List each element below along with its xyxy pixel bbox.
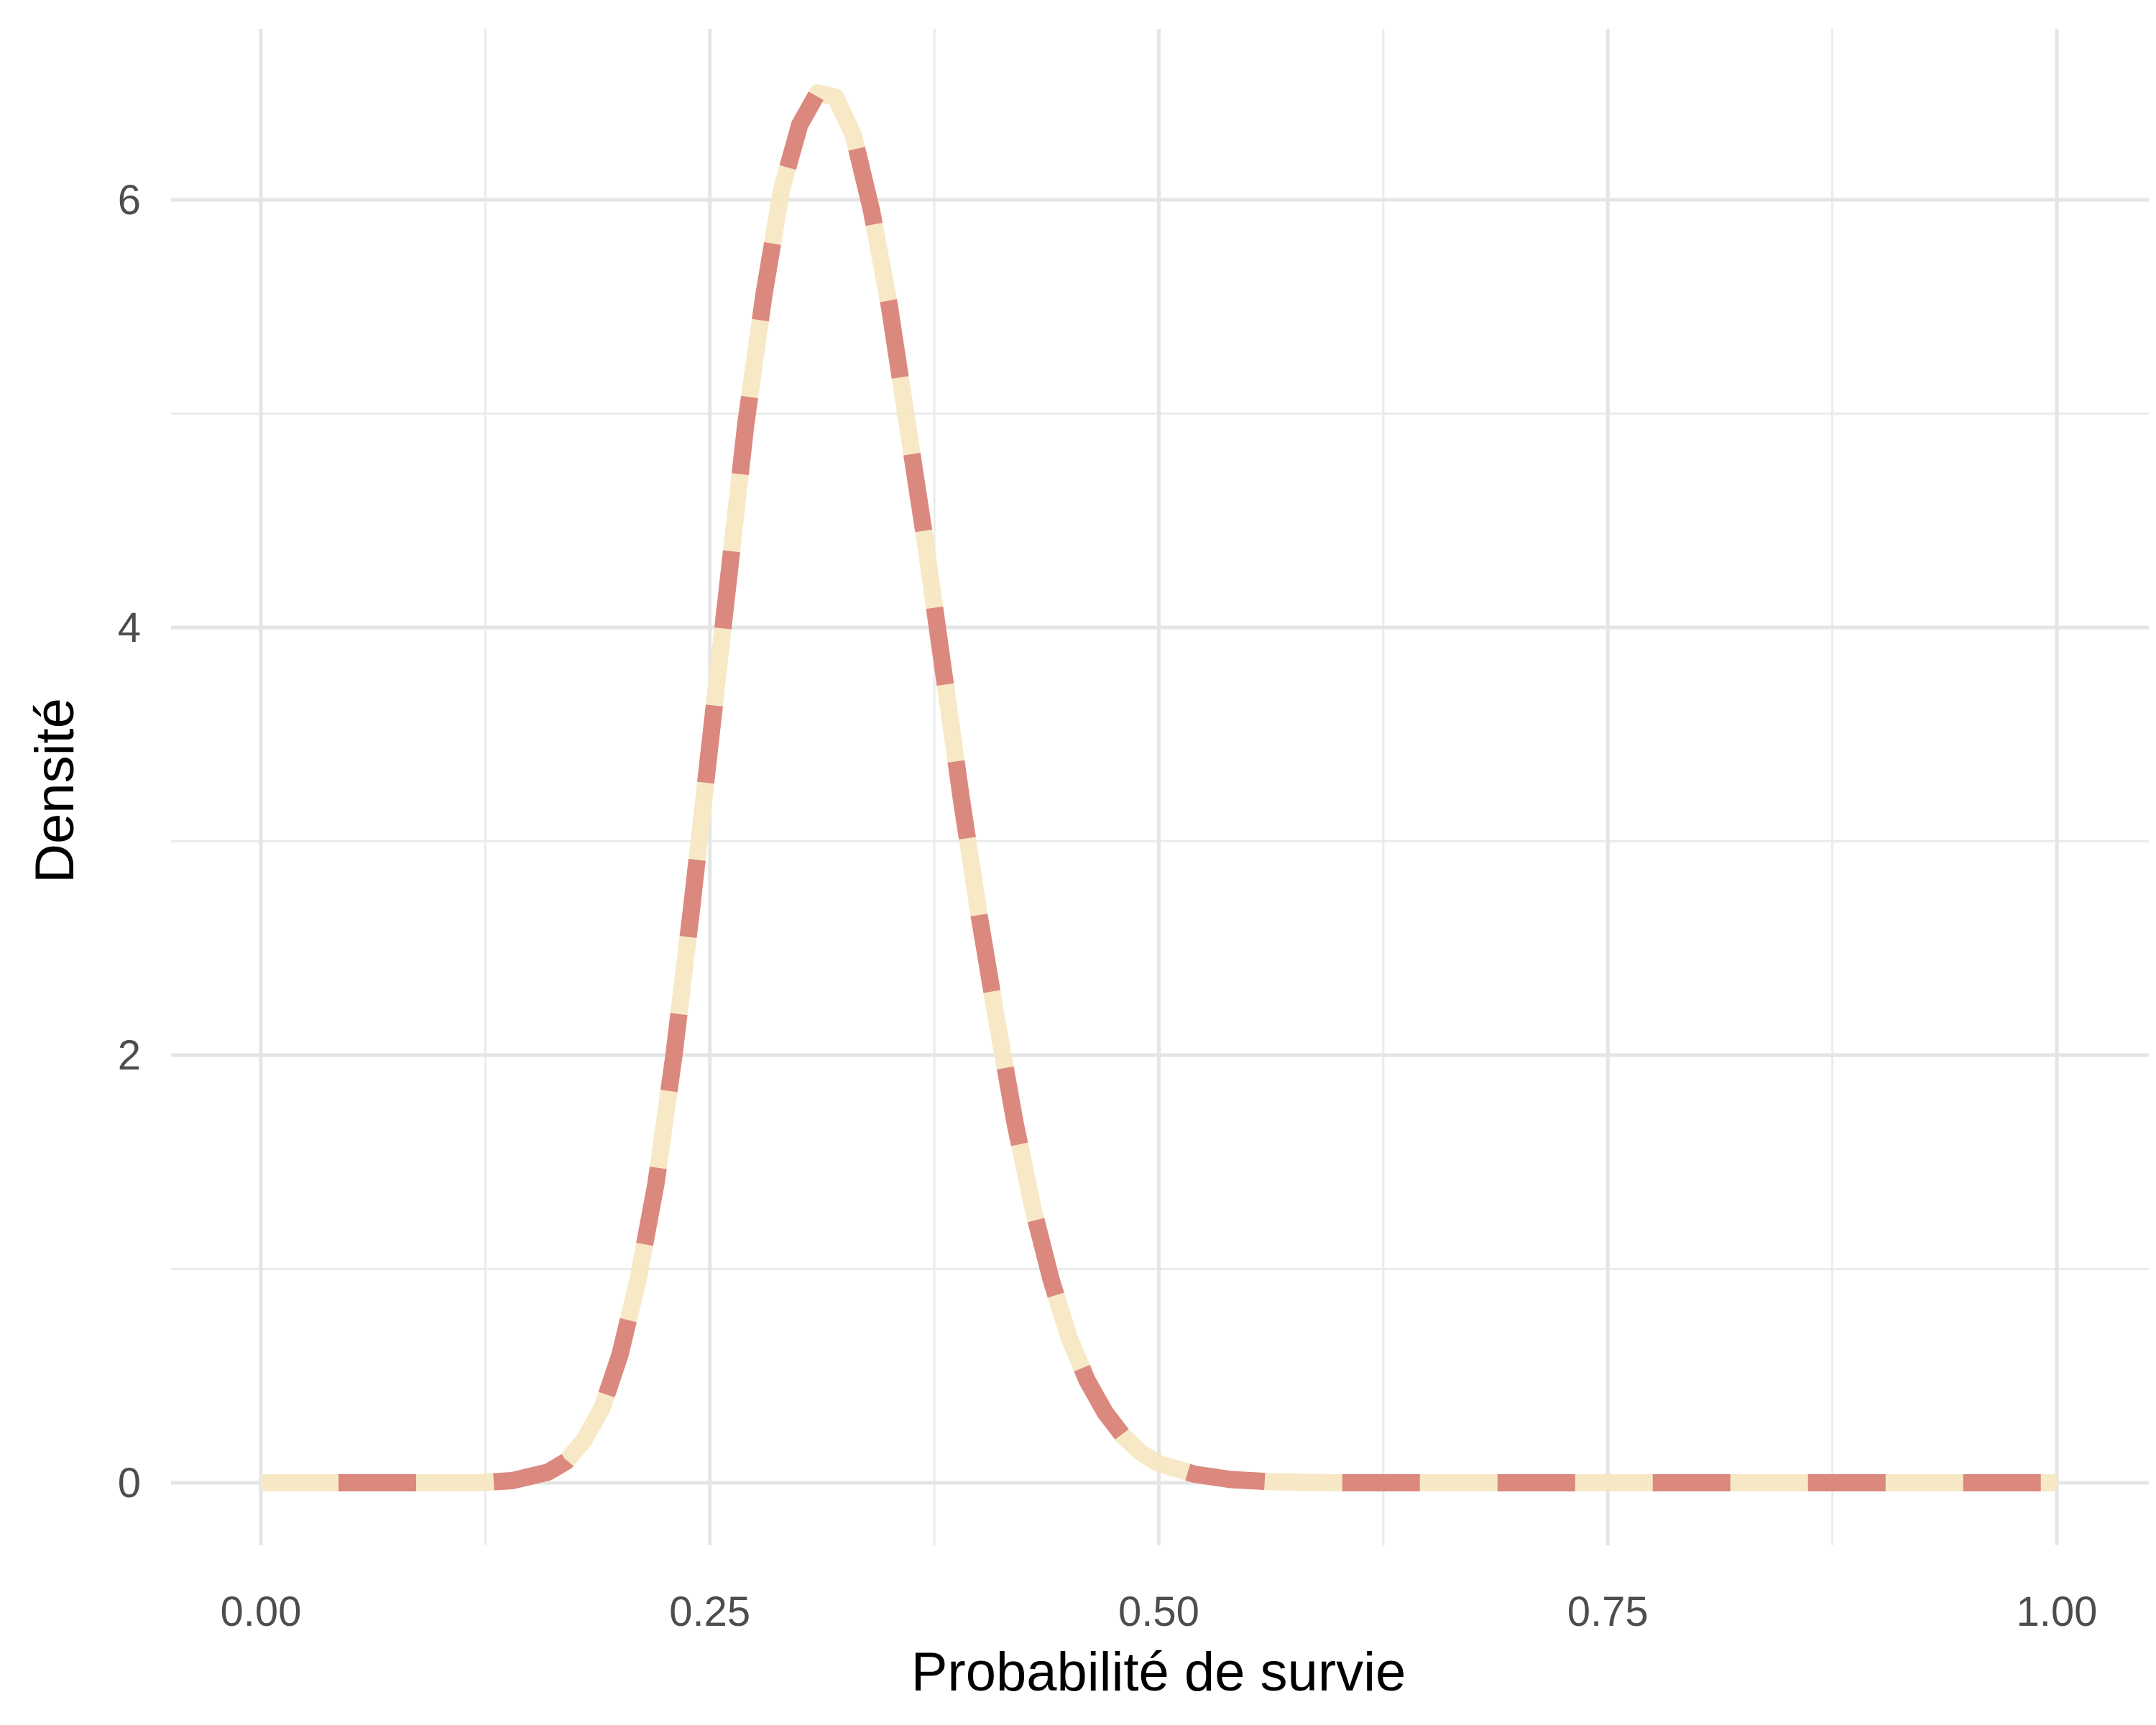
- y-tick-label: 2: [118, 1032, 141, 1079]
- y-tick-label: 6: [118, 177, 141, 224]
- y-tick-label: 0: [118, 1460, 141, 1506]
- x-tick-label: 0.75: [1567, 1588, 1649, 1635]
- y-tick-label: 4: [118, 604, 141, 651]
- y-axis-title: Densité: [24, 698, 86, 883]
- x-tick-label: 1.00: [2017, 1588, 2098, 1635]
- x-tick-label: 0.50: [1118, 1588, 1199, 1635]
- x-tick-label: 0.00: [221, 1588, 302, 1635]
- density-series: [261, 84, 2057, 1491]
- x-axis-title: Probabilité de survie: [911, 1642, 1406, 1703]
- x-tick-label: 0.25: [669, 1588, 750, 1635]
- y-axis-tick-labels: 0 2 4 6: [118, 177, 141, 1506]
- major-gridlines: [171, 29, 2149, 1545]
- density-line-dashes: [261, 84, 2057, 1491]
- x-axis-tick-labels: 0.00 0.25 0.50 0.75 1.00: [221, 1588, 2098, 1635]
